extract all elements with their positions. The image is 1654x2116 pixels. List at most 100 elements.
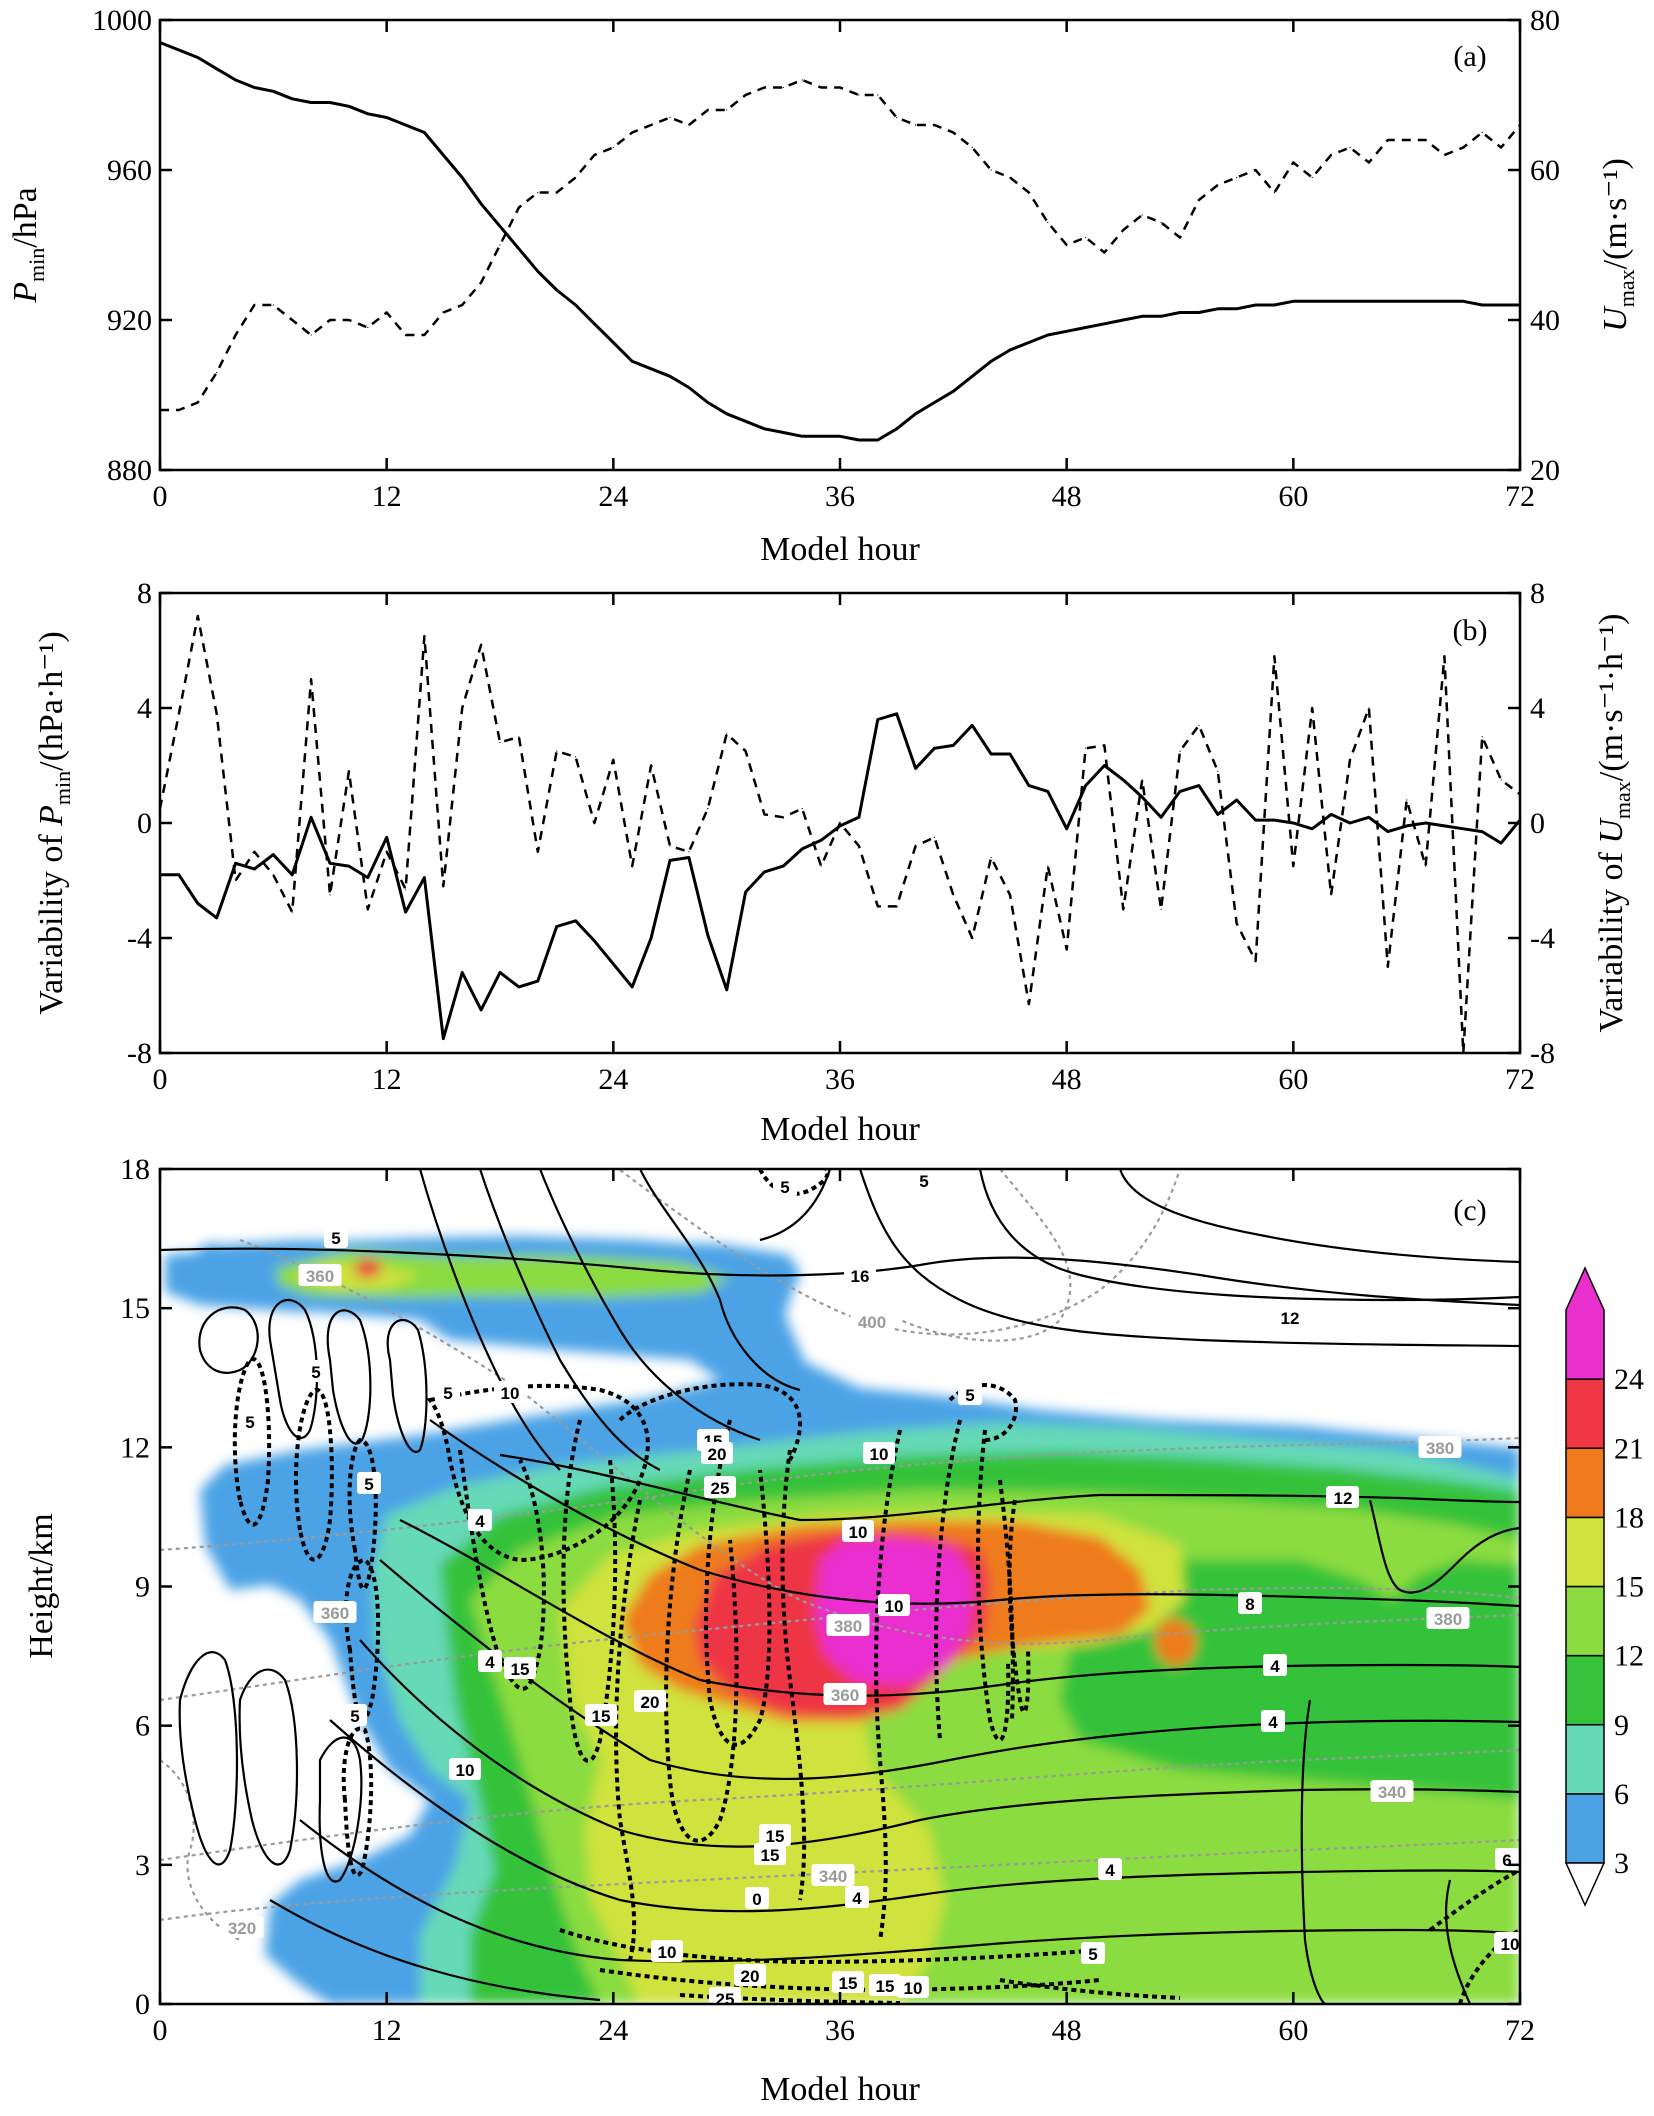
panel-a-series-solid-point — [1236, 308, 1238, 310]
solid-contour — [478, 1169, 661, 1471]
panel-a-series-solid-point — [1387, 300, 1389, 302]
dashed-contour — [561, 1419, 618, 1763]
panel-a-y-right-tick-label: 80 — [1530, 4, 1560, 37]
dashed-contour-label-bg — [869, 1974, 901, 1996]
panel-b-series-dashed-point — [726, 733, 728, 735]
panel-a-series-solid-point — [1122, 319, 1124, 321]
panel-b-series-dashed-point — [820, 865, 822, 867]
panel-a-series-solid-point — [858, 439, 860, 441]
solid-contour — [318, 1736, 363, 1883]
panel-b-series-dashed-point — [1028, 1003, 1030, 1005]
panel-b-series-dashed-point — [1481, 736, 1483, 738]
panel-b-series-dashed-point — [858, 845, 860, 847]
panel-b-series-solid-point — [480, 1009, 482, 1011]
colorbar: 3 6 9 12 15 18 21 24 — [1564, 1266, 1644, 1907]
gray-contour-label: 360 — [321, 1604, 349, 1623]
solid-contour-label: 8 — [1245, 1595, 1254, 1614]
panel-b-series-solid-point — [726, 989, 728, 991]
panel-c-y-tick-label: 15 — [120, 1292, 150, 1325]
panel-b-series-solid-point — [631, 986, 633, 988]
panel-a-series-dashed-point — [820, 86, 822, 89]
panel-c-y-tick-label: 12 — [120, 1431, 150, 1464]
solid-contour-label: 4 — [475, 1512, 485, 1531]
panel-c-y-tick-label: 6 — [135, 1710, 150, 1743]
panel-b-series-dashed-point — [1122, 908, 1124, 910]
panel-a-series-dashed-point — [272, 304, 274, 306]
panel-a-series-solid-point — [952, 390, 954, 392]
panel-b-series-dashed-point — [952, 894, 954, 896]
solid-contour-label-bg — [478, 1650, 502, 1672]
colorbar-swatch — [1565, 1793, 1605, 1864]
panel-a-series-solid-point — [1141, 315, 1143, 317]
panel-a-series-dashed-point — [915, 124, 917, 126]
dashed-contour-label-bg — [238, 1410, 262, 1432]
colorbar-swatch — [1565, 1724, 1605, 1795]
panel-b-series-solid-point — [1425, 822, 1427, 824]
panel-b-series-solid-point — [329, 862, 331, 864]
dashed-contour-label-bg — [357, 1472, 381, 1494]
panel-a-series-dashed-point — [593, 154, 596, 156]
panel-b-series-solid-point — [1236, 799, 1238, 801]
panel-a-series-dashed-point — [348, 319, 350, 321]
panel-c-y-axis-label: Height/km — [23, 1513, 60, 1658]
panel-a-x-tick-label: 60 — [1278, 480, 1308, 513]
solid-contour-label-bg — [842, 1520, 874, 1542]
panel-a-series-dashed-point — [575, 176, 577, 179]
panel-b-series-solid-point — [1103, 764, 1105, 767]
dashed-contour — [559, 1928, 1101, 1965]
panel-a-series-solid-point — [971, 375, 973, 377]
panel-b-series-dashed-point — [1160, 908, 1162, 910]
panel-b-series-solid-point — [820, 839, 822, 841]
panel-b-series-solid-point — [1443, 825, 1445, 827]
dashed-contour — [780, 1449, 807, 1901]
panel-b-series-dashed-point — [348, 770, 350, 772]
solid-contour-label-bg — [845, 1886, 869, 1908]
panel-b-series-solid-point — [386, 836, 388, 839]
panel-a-series-solid-point — [1047, 334, 1049, 336]
panel-a-series-solid-point — [915, 413, 917, 415]
panel-a-series-dashed-point — [782, 86, 784, 89]
panel-a-series-solid-point — [575, 304, 577, 306]
panel-b-series-dashed-point — [1236, 923, 1238, 925]
panel-a-series-dashed-point — [1481, 131, 1483, 134]
panel-a-y-left-tick-label: 880 — [107, 454, 152, 487]
panel-a-series-dashed-point — [1179, 236, 1181, 239]
panel-a-series-dashed-line — [160, 78, 1521, 412]
gray-contour-label-bg — [826, 1614, 870, 1636]
shade-level-18-blob — [1155, 1618, 1196, 1666]
panel-a-series-dashed-point — [1443, 154, 1445, 156]
panel-b-series-solid-point — [1406, 825, 1408, 827]
panel-a-series-solid-point — [726, 413, 728, 415]
panel-a-series-dashed-point — [1292, 161, 1294, 164]
gray-contour-label-bg — [1418, 1436, 1462, 1458]
colorbar-swatch-top-arrow — [1565, 1266, 1605, 1380]
panel-b-series-dashed-point — [235, 879, 237, 882]
panel-a-series-dashed-point — [1217, 184, 1219, 186]
panel-b-series-solid-point — [1255, 819, 1257, 821]
panel-b-series-dashed-point — [650, 764, 652, 767]
solid-contour — [1368, 1499, 1520, 1594]
panel-b-right-prefix: Variability of — [1593, 844, 1630, 1033]
solid-contour-label-bg — [745, 1887, 769, 1909]
panel-a-series-solid-point — [1103, 323, 1105, 325]
panel-a-series-dashed-point — [1047, 221, 1049, 224]
panel-a-series-solid-point — [631, 360, 633, 362]
solid-contour — [499, 1453, 1520, 1522]
dashed-contour — [704, 1419, 772, 1747]
panel-c-x-tick-label: 60 — [1278, 2014, 1308, 2047]
panel-b-series-solid-point — [593, 940, 596, 942]
panel-b-series-solid-point — [1273, 819, 1275, 821]
panel-a-series-solid-point — [990, 360, 992, 362]
panel-a-series-solid-point — [348, 105, 350, 107]
panel-b-y-axis-label-right: Variability of Umax/(m·s⁻¹·h⁻¹) — [1593, 614, 1635, 1033]
solid-contour — [198, 1306, 259, 1374]
panel-a-series-dashed-point — [1500, 146, 1502, 149]
panel-b-series-solid-point — [1330, 813, 1332, 816]
solid-contour-label: 0 — [752, 1890, 761, 1909]
gray-contour — [239, 1238, 1520, 1645]
dashed-contour — [679, 1993, 901, 2004]
solid-contour — [1118, 1169, 1520, 1264]
panel-b-series-dashed-point — [216, 713, 218, 715]
panel-b-y-axis-label-left: Variability of Pmin/(hPa·h⁻¹) — [33, 631, 75, 1014]
panel-b-series-dashed-point — [423, 635, 425, 637]
